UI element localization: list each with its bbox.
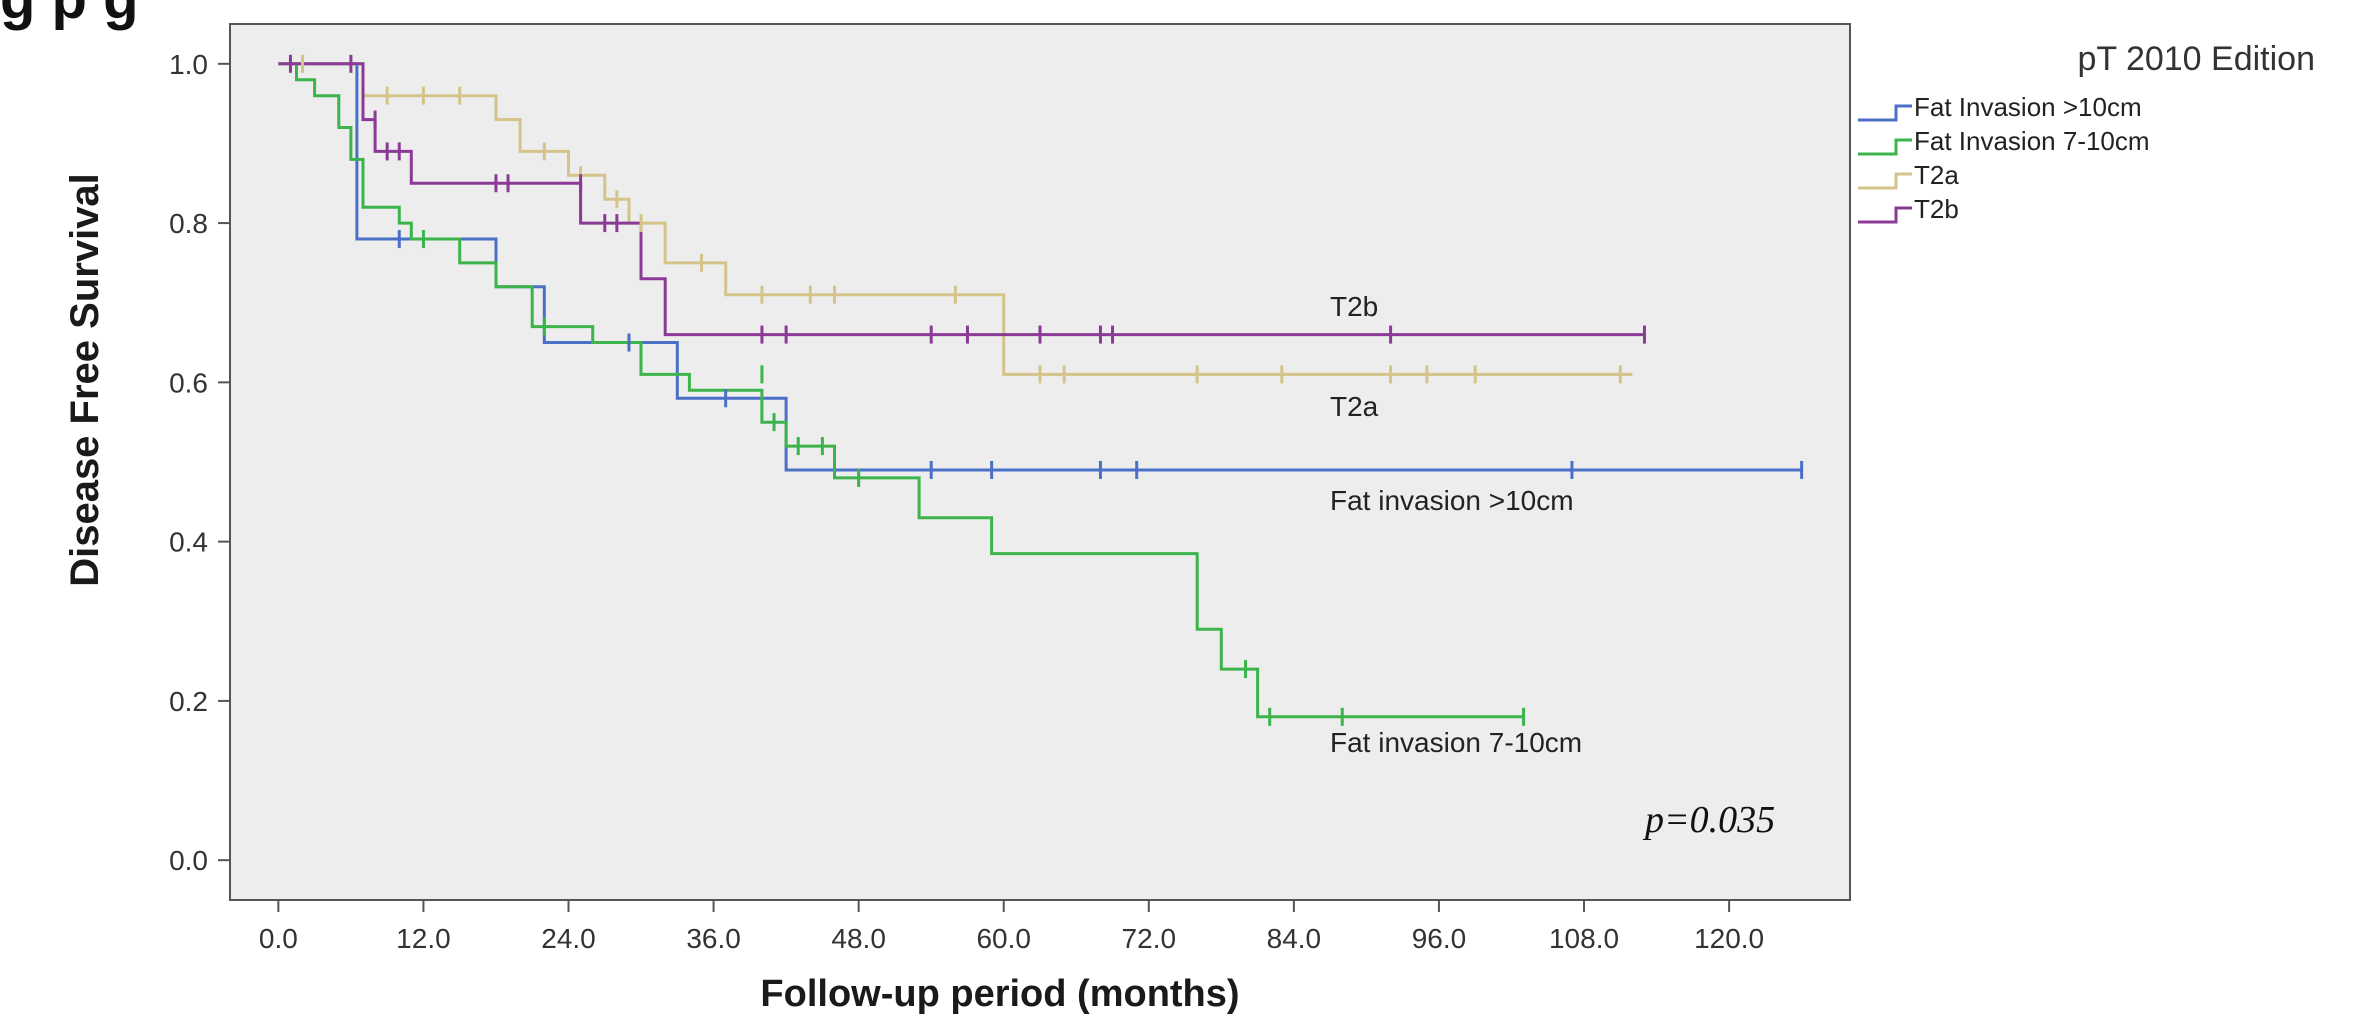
p-value-annotation: p=0.035 (1642, 799, 1775, 841)
header-fragment: g p g (0, 0, 139, 31)
x-tick-label: 108.0 (1549, 923, 1619, 954)
curve-label-fat-7-10: Fat invasion 7-10cm (1330, 727, 1582, 758)
x-tick-label: 12.0 (396, 923, 451, 954)
series-line-0 (278, 62, 1802, 472)
legend-label: Fat Invasion >10cm (1914, 92, 2142, 122)
axis-ticks: 0.0 12.0 24.0 36.0 48.0 60.0 72.0 84.0 96.0 108.0… (169, 49, 1764, 954)
curve-label-t2a: T2a (1330, 391, 1379, 422)
series-line-2 (278, 62, 1633, 376)
x-tick-label: 0.0 (259, 923, 298, 954)
x-tick-label: 84.0 (1267, 923, 1322, 954)
legend-swatch (1858, 172, 1912, 190)
y-axis-title: Disease Free Survival (63, 173, 107, 587)
y-tick-label: 0.4 (169, 527, 208, 558)
legend-label: T2b (1914, 194, 1959, 224)
legend-item: Fat Invasion 7-10cm (1858, 126, 2150, 156)
legend-item: Fat Invasion >10cm (1858, 92, 2142, 122)
censor-marks (288, 54, 1804, 726)
y-tick-label: 1.0 (169, 49, 208, 80)
x-tick-label: 96.0 (1412, 923, 1467, 954)
curve-label-t2b: T2b (1330, 291, 1378, 322)
legend-item: T2b (1858, 194, 1959, 224)
legend-swatch (1858, 206, 1912, 224)
x-axis-title: Follow-up period (months) (760, 973, 1239, 1015)
legend-item: T2a (1858, 160, 1959, 190)
x-tick-label: 36.0 (686, 923, 741, 954)
y-tick-label: 0.0 (169, 845, 208, 876)
plot-area (229, 23, 1851, 901)
legend-label: Fat Invasion 7-10cm (1914, 126, 2150, 156)
y-tick-label: 0.2 (169, 686, 208, 717)
legend-items: Fat Invasion >10cm Fat Invasion 7-10cm T2a… (1858, 92, 2150, 224)
legend-label: T2a (1914, 160, 1959, 190)
x-tick-label: 72.0 (1122, 923, 1177, 954)
curve-label-fat-over-10: Fat invasion >10cm (1330, 485, 1574, 516)
legend-title: pT 2010 Edition (2077, 40, 2315, 78)
x-tick-label: 24.0 (541, 923, 596, 954)
legend-swatch (1858, 138, 1912, 156)
series-line-1 (278, 62, 1524, 719)
x-tick-label: 48.0 (831, 923, 886, 954)
y-tick-label: 0.8 (169, 208, 208, 239)
legend-swatch (1858, 104, 1912, 122)
x-tick-label: 120.0 (1694, 923, 1764, 954)
x-tick-label: 60.0 (976, 923, 1031, 954)
y-tick-label: 0.6 (169, 367, 208, 398)
